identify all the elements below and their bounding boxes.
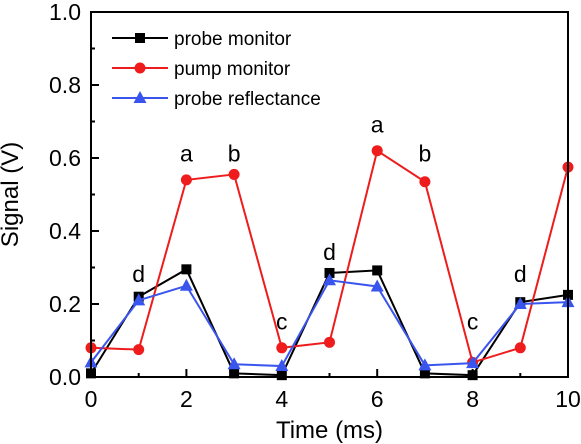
y-tick-label: 0.2 [49, 291, 81, 317]
data-point [180, 174, 192, 186]
data-point [466, 356, 480, 369]
data-point [275, 359, 289, 372]
point-annotation: b [419, 141, 432, 167]
data-point [467, 370, 478, 381]
legend-entry: probe reflectance [112, 89, 321, 110]
plot-frame [90, 11, 569, 378]
y-tick-label: 0.6 [49, 145, 81, 171]
data-point [181, 264, 192, 275]
y-tick-label: 0.4 [49, 218, 81, 244]
annotation-layer: d a b c d a b c d [132, 111, 526, 334]
data-point [514, 342, 526, 354]
legend-label: pump monitor [174, 59, 291, 80]
legend-marker [135, 33, 145, 43]
y-tick-label: 1.0 [49, 0, 81, 25]
point-annotation: a [180, 141, 193, 167]
data-point [323, 273, 336, 286]
legend-marker [133, 91, 147, 103]
data-point [371, 145, 383, 157]
data-point [419, 368, 430, 379]
legend-label: probe reflectance [174, 89, 321, 110]
y-tick-label: 0.0 [49, 364, 81, 390]
point-annotation: c [276, 309, 288, 335]
legend: probe monitor pump monitor probe reflectan… [112, 29, 321, 110]
data-point [229, 368, 240, 379]
point-annotation: d [132, 261, 145, 287]
data-point [228, 168, 240, 180]
data-point [513, 297, 527, 309]
legend-entry: probe monitor [112, 29, 292, 50]
data-point [324, 336, 335, 348]
data-point [276, 370, 287, 381]
x-tick-label: 0 [85, 386, 98, 412]
data-point [419, 176, 431, 188]
x-tick-label: 2 [180, 386, 193, 412]
x-tick-label: 8 [466, 386, 479, 412]
legend-marker [134, 62, 146, 74]
point-annotation: a [371, 111, 384, 137]
x-tick-label: 4 [275, 386, 288, 412]
point-annotation: d [514, 261, 527, 287]
point-annotation: b [228, 141, 241, 167]
x-tick-label: 6 [371, 386, 384, 412]
data-point [324, 267, 335, 278]
data-point [370, 279, 384, 292]
point-annotation: d [323, 239, 336, 265]
data-point [227, 357, 241, 370]
data-point [132, 293, 146, 306]
series-probe-reflectance [84, 273, 575, 372]
y-axis-title: Signal (V) [0, 142, 24, 247]
point-annotation: c [467, 309, 479, 335]
legend-entry: pump monitor [112, 59, 291, 80]
y-tick-label: 0.8 [49, 72, 81, 98]
series-line [90, 279, 569, 368]
legend-label: probe monitor [174, 29, 292, 50]
x-tick-label: 10 [555, 386, 581, 412]
data-point [276, 342, 288, 354]
x-axis-title: Time (ms) [276, 417, 383, 444]
data-point [418, 358, 432, 371]
data-point [372, 265, 383, 276]
series-layer [84, 145, 575, 381]
data-point [179, 278, 193, 291]
series-pump-monitor [85, 145, 574, 368]
data-point [133, 344, 145, 356]
